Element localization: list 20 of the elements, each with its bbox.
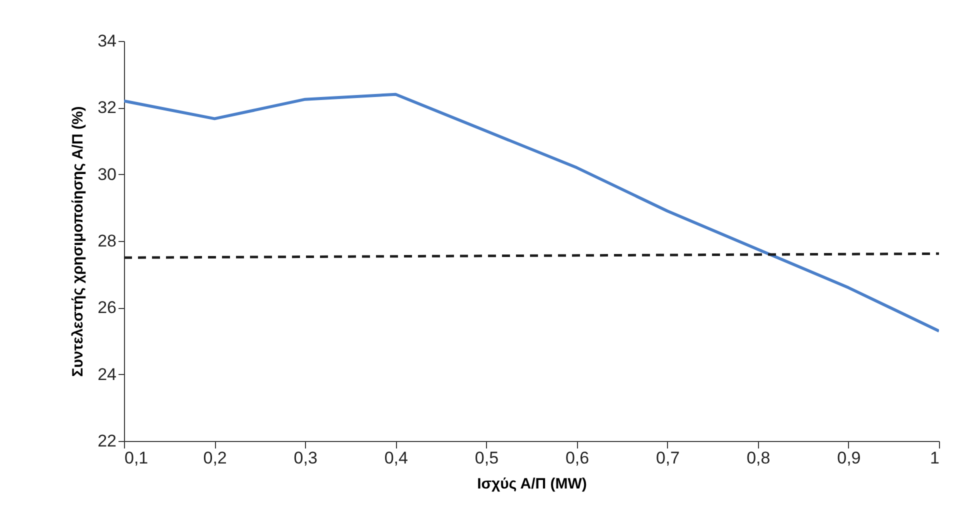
x-tick-label: 0,1 [124, 448, 148, 468]
y-tick-label: 26 [98, 298, 116, 318]
x-axis-title: Ισχύς Α/Π (MW) [477, 476, 587, 492]
x-tick-label: 0,4 [384, 448, 408, 468]
x-tick-label: 0,7 [656, 448, 680, 468]
x-tick-label: 0,8 [746, 448, 770, 468]
x-tick-label: 0,9 [837, 448, 861, 468]
y-tick-label: 30 [98, 164, 116, 184]
y-tick-label: 32 [98, 98, 116, 118]
x-tick-label: 1 [930, 448, 940, 468]
y-tick-label: 24 [98, 364, 116, 384]
y-tick-label: 28 [98, 232, 116, 250]
x-tick-label: 0,5 [474, 448, 499, 468]
y-axis-title: Συντελεστής χρησιμοποίησης Α/Π (%) [70, 106, 87, 377]
x-tick-label: 0,2 [203, 448, 227, 468]
x-tick-label: 0,6 [565, 448, 590, 468]
line-series [124, 92, 939, 332]
x-tick-label: 0,3 [294, 448, 318, 468]
y-tick-label: 22 [98, 432, 116, 450]
y-tick-label: 34 [98, 32, 116, 50]
